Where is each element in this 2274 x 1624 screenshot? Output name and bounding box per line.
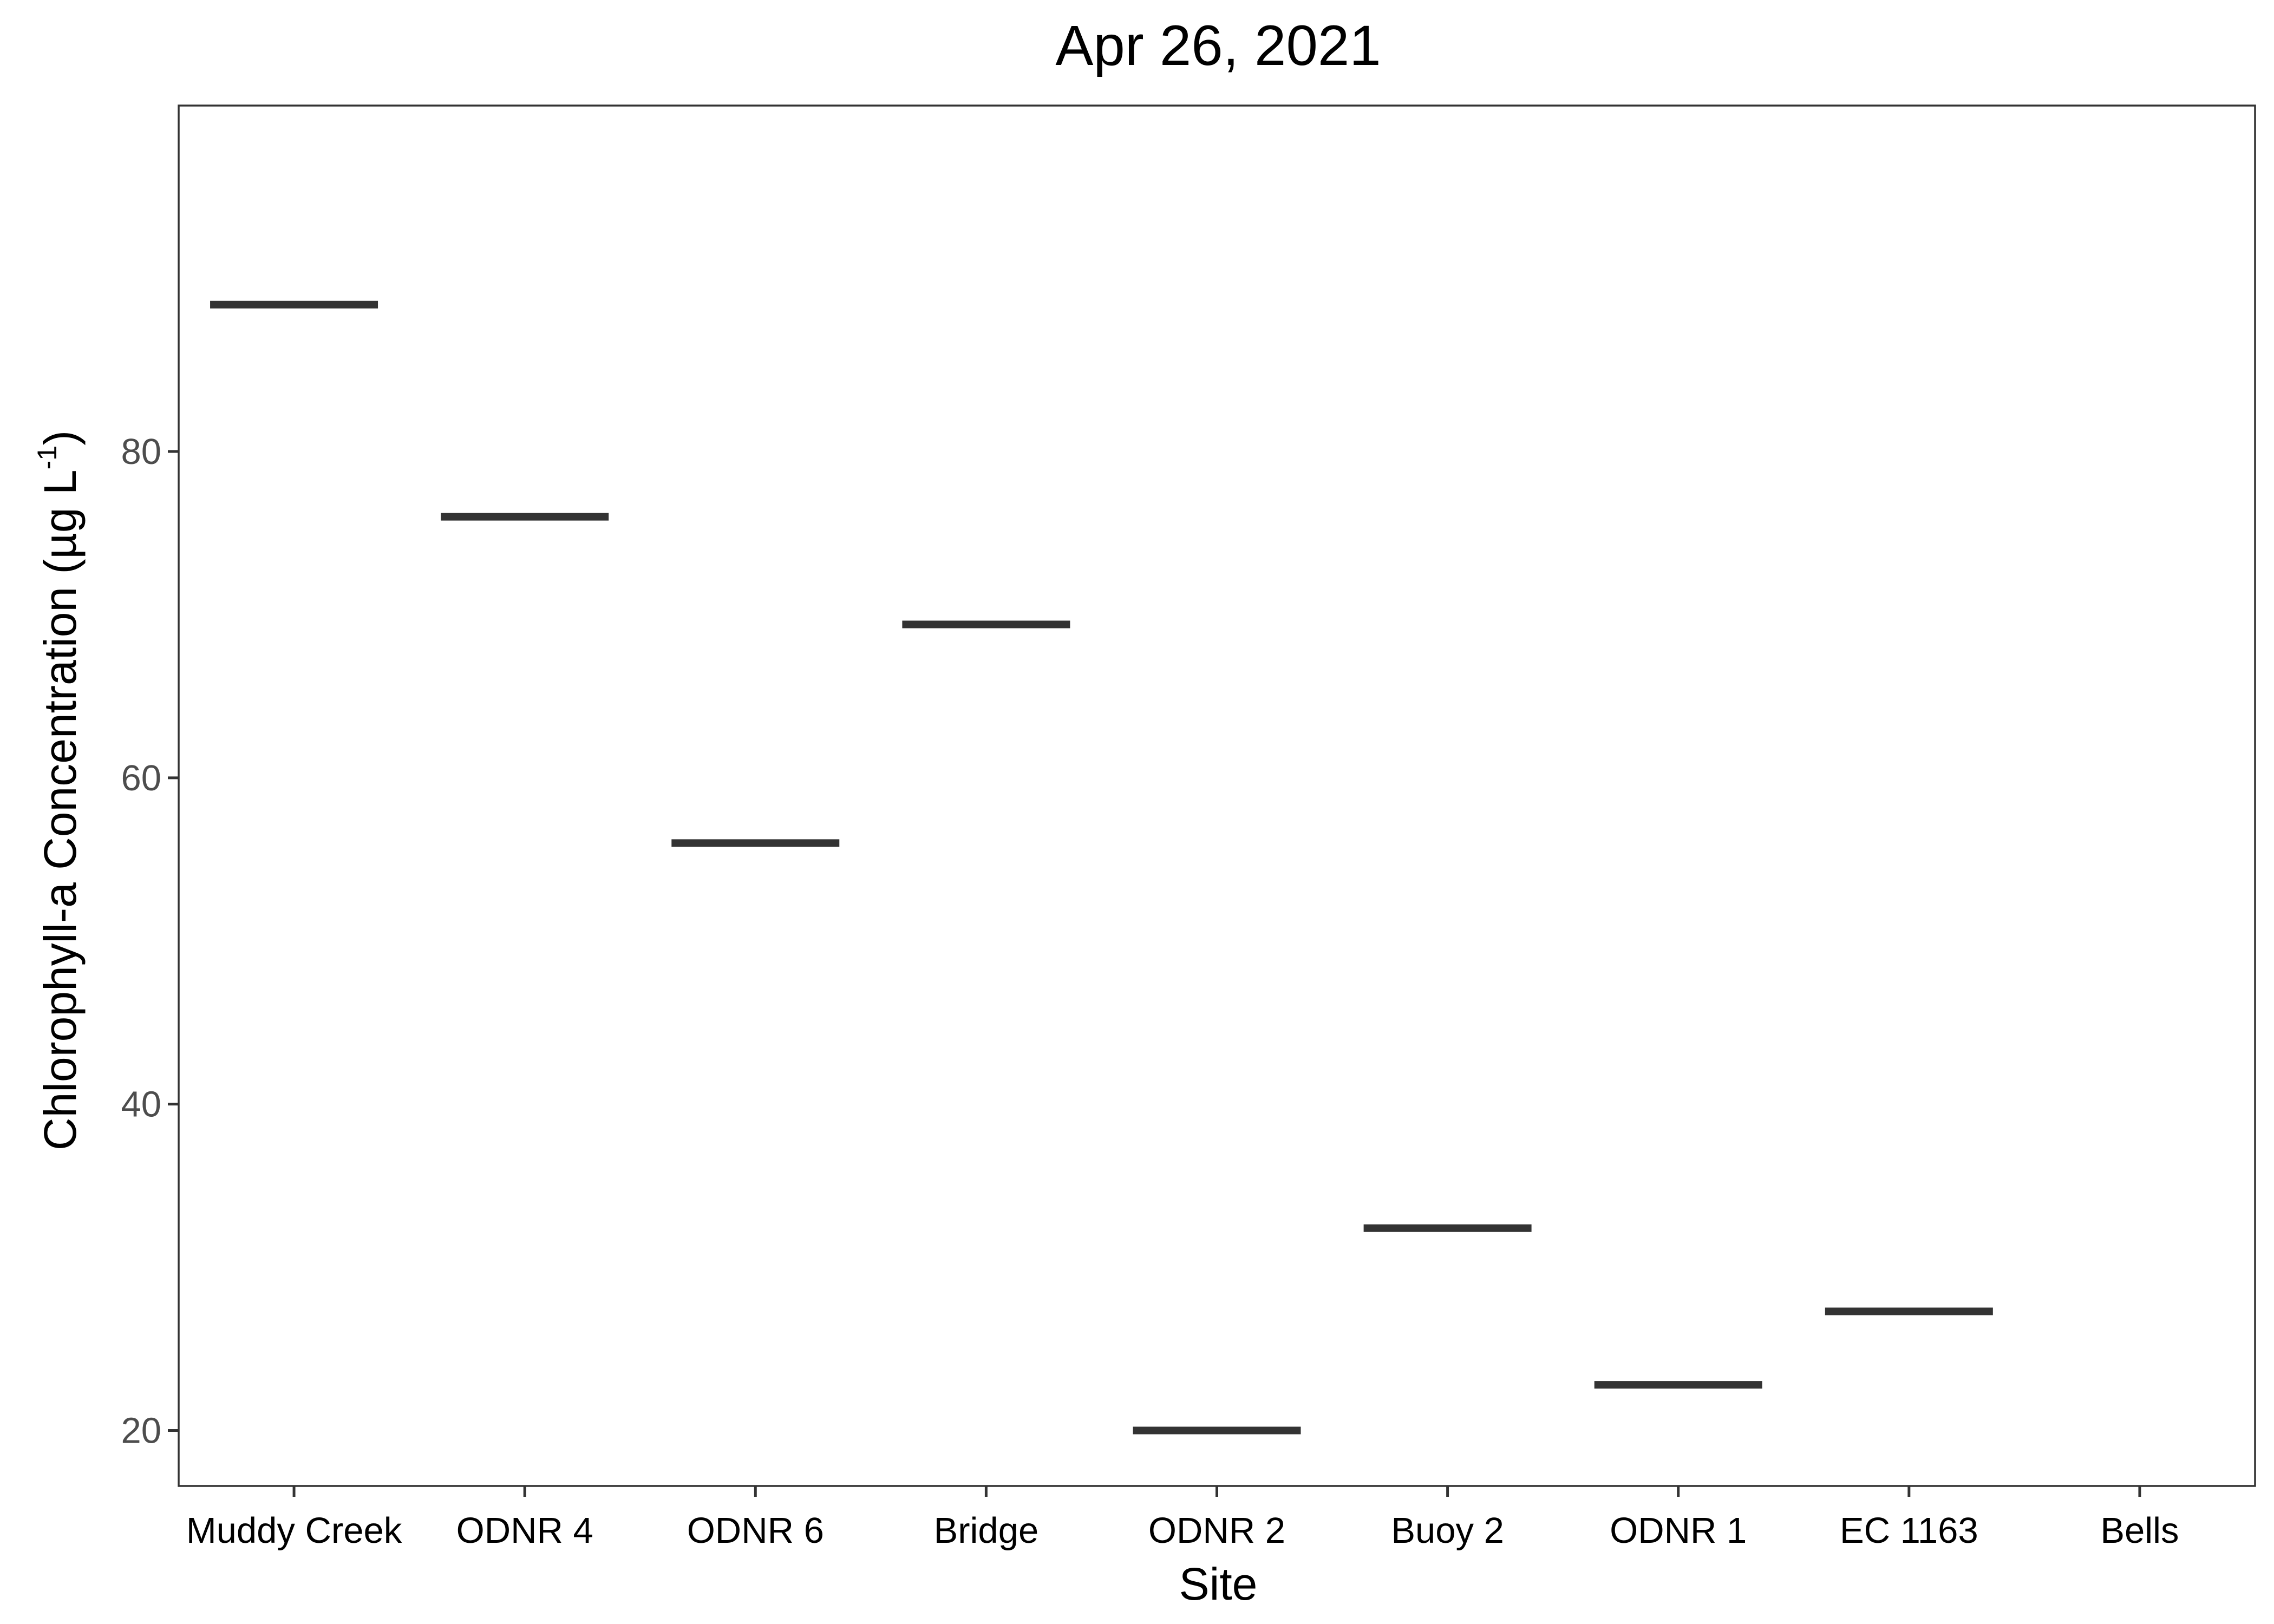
- y-axis-title-suffix: ): [35, 430, 86, 446]
- y-tick-label: 40: [121, 1084, 161, 1125]
- plot-panel: [178, 104, 2256, 1487]
- x-axis-title: Site: [1179, 1558, 1258, 1609]
- x-tick-label: ODNR 6: [687, 1510, 824, 1551]
- y-axis: 20 40 60 80: [121, 431, 179, 1451]
- x-tick-label: Muddy Creek: [186, 1510, 402, 1551]
- x-tick-label: ODNR 1: [1610, 1510, 1747, 1551]
- y-axis-title-main: Chlorophyll-a Concentration (µg L: [35, 469, 86, 1150]
- x-tick-label: Bells: [2100, 1510, 2179, 1551]
- y-axis-title-superscript: -1: [32, 446, 62, 469]
- y-axis-title: Chlorophyll-a Concentration (µg L-1): [32, 430, 86, 1150]
- x-tick-label: Bridge: [934, 1510, 1039, 1551]
- x-tick-label: EC 1163: [1840, 1510, 1978, 1551]
- y-tick-label: 60: [121, 758, 161, 798]
- x-tick-label: ODNR 4: [456, 1510, 593, 1551]
- x-axis: Muddy Creek ODNR 4 ODNR 6 Bridge ODNR 2 Buoy …: [186, 1486, 2179, 1551]
- data-marks: [210, 300, 1993, 1435]
- chart-title: Apr 26, 2021: [1055, 14, 1381, 77]
- y-tick-label: 80: [121, 431, 161, 472]
- x-tick-label: ODNR 2: [1148, 1510, 1285, 1551]
- y-tick-label: 20: [121, 1411, 161, 1451]
- x-tick-label: Buoy 2: [1391, 1510, 1504, 1551]
